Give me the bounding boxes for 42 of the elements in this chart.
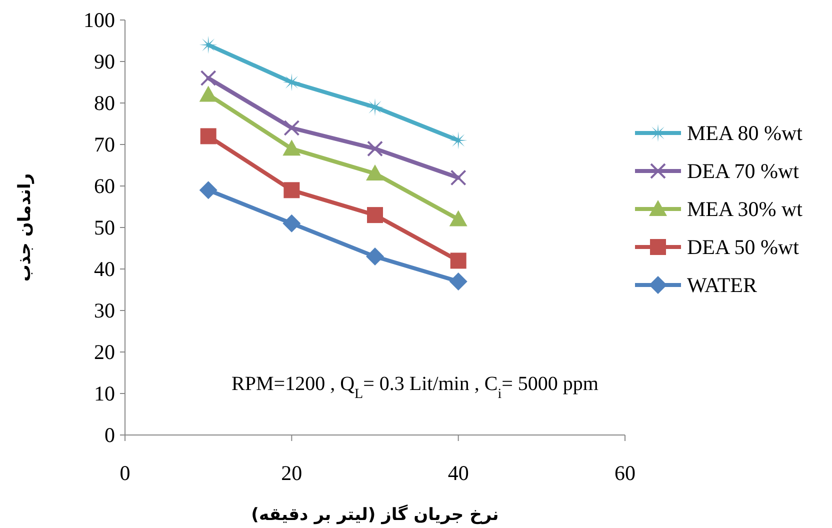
point (284, 120, 300, 136)
point (367, 140, 383, 157)
y-tick-label: 0 (104, 423, 115, 447)
point (282, 140, 301, 156)
point (449, 131, 468, 150)
point (450, 252, 466, 269)
y-tick-label: 40 (94, 257, 115, 281)
y-tick-label: 10 (94, 382, 115, 406)
x-axis-title: نرخ جریان گاز (لیتر بر دقیقه) (251, 504, 499, 525)
y-axis-title: راندمان جذب (15, 173, 35, 282)
point (199, 86, 218, 102)
y-tick-label: 50 (94, 216, 115, 240)
legend-label: DEA 70 %wt (687, 159, 800, 183)
legend-label: WATER (687, 273, 757, 297)
point (282, 214, 301, 232)
y-tick-label: 90 (94, 50, 115, 74)
point (367, 207, 383, 224)
y-tick-label: 100 (84, 8, 115, 32)
point (199, 181, 218, 200)
legend-label: DEA 50 %wt (687, 235, 800, 259)
y-tick-label: 70 (94, 132, 115, 156)
point (199, 36, 218, 54)
x-tick-label: 20 (281, 461, 302, 485)
x-tick-label: 60 (614, 461, 636, 485)
y-tick-label: 20 (94, 340, 115, 364)
point (449, 272, 468, 290)
point (200, 128, 216, 144)
y-tick-label: 80 (94, 91, 115, 115)
legend-label: MEA 30% wt (687, 197, 803, 221)
point (449, 210, 468, 226)
point (284, 182, 300, 198)
y-tick-label: 30 (94, 298, 115, 322)
point (282, 73, 301, 92)
point (366, 248, 384, 266)
annotation: RPM=1200 , Q$_{L}$= 0.3 Lit/min , C$_{i}$= 5000 ppm (232, 373, 599, 402)
point (450, 170, 466, 186)
point (366, 164, 384, 181)
x-tick-label: 40 (448, 461, 469, 485)
point (200, 70, 216, 86)
x-tick-label: 0 (120, 461, 130, 485)
y-tick-label: 60 (94, 174, 115, 198)
legend-label: MEA 80 %wt (687, 121, 803, 145)
